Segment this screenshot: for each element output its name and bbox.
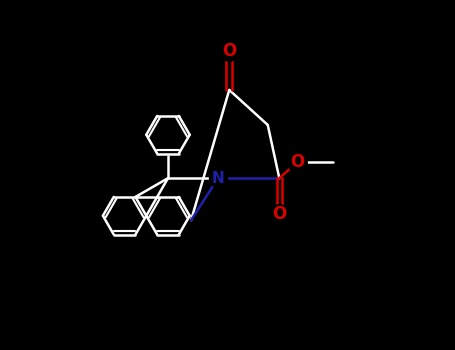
Text: O: O <box>290 153 305 171</box>
Text: O: O <box>222 42 237 61</box>
Text: N: N <box>212 171 224 186</box>
Text: O: O <box>272 205 287 223</box>
